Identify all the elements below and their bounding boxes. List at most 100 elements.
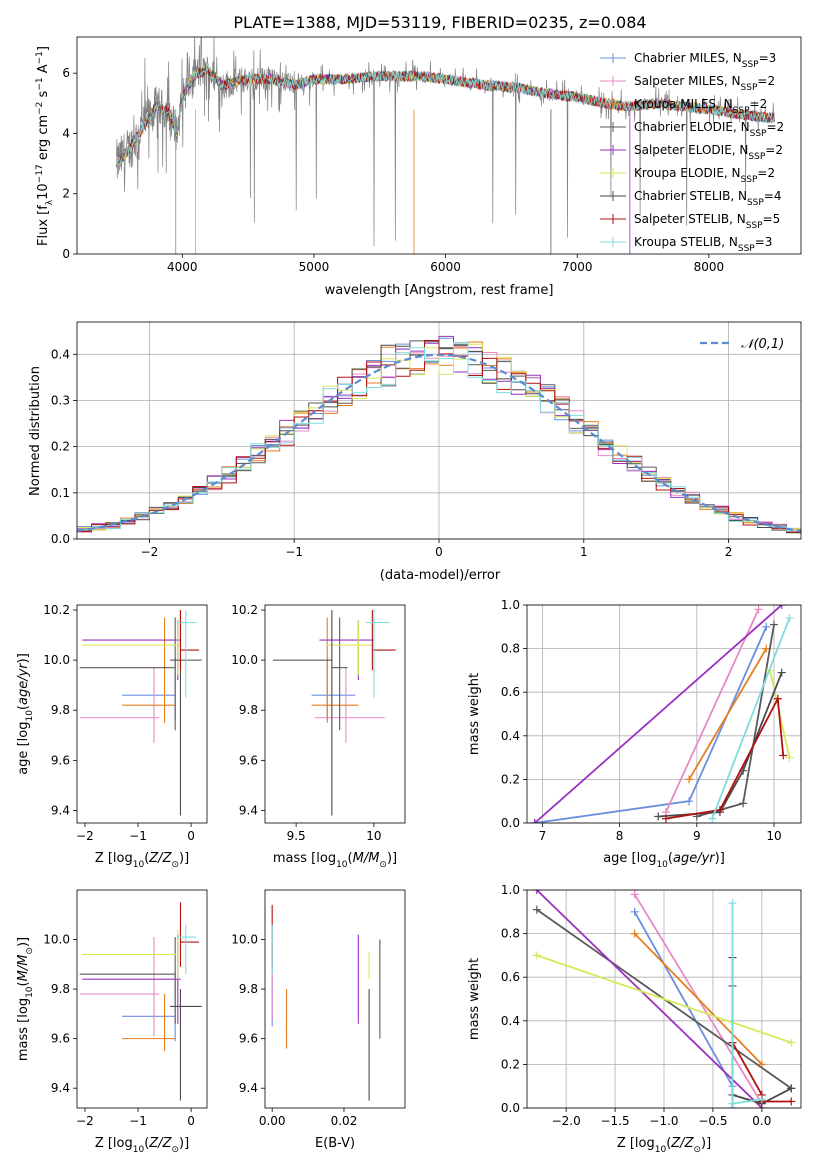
residuals-xlabel-part: (data-model)/error	[380, 568, 501, 583]
weight-vs-age-point-7	[654, 812, 663, 821]
age-vs-mass-xlabel-part: ⊙	[379, 860, 387, 870]
age-vs-mass-xlabel-part: 10	[336, 860, 348, 870]
legend-label-2: Salpeter MILES, NSSP=2	[634, 74, 775, 93]
weight-vs-age-xlabel-part: (	[668, 851, 673, 866]
weight-vs-Z-xtick-label: −2.0	[552, 1114, 581, 1128]
weight-vs-age-xlabel-part: 10	[656, 860, 668, 870]
weight-vs-age-xlabel-part: )]	[715, 851, 725, 866]
legend-label-3: Kroupa MILES, NSSP=2	[634, 97, 767, 116]
age-vs-mass-xtick-label: 10	[366, 829, 381, 843]
age-vs-mass-xlabel-part: M/M	[353, 851, 380, 866]
weight-vs-Z-point-2	[630, 890, 639, 899]
weight-vs-Z-series-6	[536, 954, 792, 1044]
legend-label-9-part: =3	[755, 235, 773, 249]
mass-vs-Z-xtick-label: 0	[187, 1114, 195, 1128]
spectrum-ytick-label: 4	[62, 126, 70, 140]
mass-vs-ebv-xlabel: E(B-V)	[315, 1136, 355, 1151]
mass-vs-ebv-plot-area	[271, 904, 381, 1101]
legend-label-8-part: Salpeter STELIB, N	[634, 212, 746, 226]
mass-vs-Z-xlabel-part: Z/Z	[148, 1136, 172, 1151]
spectrum-xtick-label: 4000	[167, 260, 198, 274]
residual-histogram-9	[77, 342, 801, 532]
legend-label-3-part: SSP	[733, 106, 750, 116]
mass-vs-Z-frame	[76, 889, 208, 1109]
age-vs-Z-xlabel-part: 10	[133, 860, 145, 870]
mass-vs-Z-axes: −2 −1 09.49.69.810.0Z [log10(Z/Z⊙)]mass [l…	[16, 889, 208, 1155]
mass-vs-Z-ytick-label: 9.8	[51, 982, 70, 996]
legend-label-9: Kroupa STELIB, NSSP=3	[634, 235, 772, 254]
age-vs-mass-xlabel: mass [log10(M/M⊙)]	[273, 851, 397, 870]
figure-title: PLATE=1388, MJD=53119, FIBERID=0235, z=0…	[233, 13, 646, 32]
mass-vs-ebv-ytick-label: 9.8	[239, 982, 258, 996]
legend-label-7-part: =4	[764, 189, 782, 203]
age-vs-Z-axes: −2 −1 09.49.69.810.010.2Z [log10(Z/Z⊙)]age…	[16, 603, 208, 870]
age-vs-mass-ytick-label: 10.0	[231, 653, 258, 667]
weight-vs-age-series-8	[665, 695, 785, 820]
spectrum-xtick-label: 8000	[694, 260, 725, 274]
weight-vs-age-ytick-label: 0.2	[501, 772, 520, 786]
weight-vs-Z-point-9	[728, 899, 737, 908]
legend-label-1: Chabrier MILES, NSSP=3	[634, 51, 776, 70]
spectrum-xtick-label: 7000	[562, 260, 593, 274]
legend-label-8: Salpeter STELIB, NSSP=5	[634, 212, 780, 231]
weight-vs-age-point-9	[708, 814, 717, 823]
residual-histogram-8	[77, 340, 801, 533]
weight-vs-age-point-8	[779, 751, 788, 760]
legend-label-8-part: SSP	[746, 221, 763, 231]
mass-vs-Z-xlabel-part: 10	[133, 1145, 145, 1155]
weight-vs-age-point-7	[777, 668, 786, 677]
weight-vs-Z-point-9	[757, 1095, 766, 1104]
weight-vs-Z-point-5	[532, 890, 541, 894]
spectrum-ylabel: Flux [fλ10−17 erg cm−2 s−1 A−1]	[35, 46, 55, 246]
mass-vs-ebv-xlabel-part: E(B-V)	[315, 1136, 355, 1151]
age-vs-mass-ytick-label: 9.4	[239, 803, 258, 817]
legend-label-4: Chabrier ELODIE, NSSP=2	[634, 120, 784, 139]
spectrum-frame	[76, 36, 802, 255]
spectrum-xlabel-part: wavelength [Angstrom, rest frame]	[325, 283, 554, 298]
mass-vs-Z-xtick-label: −2	[76, 1114, 94, 1128]
weight-vs-Z-xtick-label: −1.0	[649, 1114, 678, 1128]
weight-vs-age-xtick-label: 8	[616, 829, 624, 843]
model-line-9	[116, 64, 775, 165]
legend-label-1-part: =3	[759, 51, 777, 65]
mass-vs-Z-xtick-label: −1	[129, 1114, 147, 1128]
residuals-ytick-label: 0.4	[51, 347, 70, 361]
age-vs-mass-ytick-label: 10.2	[231, 603, 258, 617]
legend-label-9-part: Kroupa STELIB, N	[634, 235, 738, 249]
age-vs-Z-ytick-label: 9.8	[51, 703, 70, 717]
mass-vs-Z-ylabel: mass [log10(M/M⊙)]	[16, 937, 35, 1061]
legend-label-2-part: Salpeter MILES, N	[634, 74, 741, 88]
residuals-xtick-label: 0	[435, 545, 443, 559]
weight-vs-Z-point-9	[728, 1099, 737, 1108]
mass-vs-Z-ylabel-part: M/M	[16, 955, 31, 982]
weight-vs-age-xtick-label: 9	[693, 829, 701, 843]
weight-vs-Z-ylabel: mass weight	[467, 958, 482, 1040]
weight-vs-age-point-9	[785, 614, 794, 623]
age-vs-mass-ytick-label: 9.8	[239, 703, 258, 717]
weight-vs-age-ytick-label: 0.4	[501, 729, 520, 743]
mass-vs-Z-ylabel-part: )]	[16, 937, 31, 947]
age-vs-Z-xtick-label: −2	[76, 829, 94, 843]
spectrum-ylabel-part: −17	[35, 164, 45, 183]
weight-vs-age-point-2	[754, 605, 763, 614]
spectrum-ytick-label: 2	[62, 187, 70, 201]
age-vs-mass-xlabel-part: (	[348, 851, 353, 866]
age-vs-mass-plot-area	[272, 610, 396, 816]
weight-vs-Z-point-3	[630, 929, 639, 938]
spectrum-ytick-label: 6	[62, 66, 70, 80]
weight-vs-Z-series-3	[633, 932, 763, 1066]
legend-label-5: Salpeter ELODIE, NSSP=2	[634, 143, 783, 162]
weight-vs-age-ylabel-part: mass weight	[467, 673, 482, 755]
spectrum-ylabel-part: A	[36, 64, 51, 77]
age-vs-Z-xlabel: Z [log10(Z/Z⊙)]	[95, 851, 189, 870]
weight-vs-Z-xlabel-part: )]	[701, 1136, 711, 1151]
legend-normal-label: 𝒩(0,1)	[741, 337, 784, 352]
residuals-xtick-label: −2	[141, 545, 159, 559]
mass-vs-ebv-ytick-label: 10.0	[231, 933, 258, 947]
age-vs-mass-xtick-label: 9.5	[287, 829, 306, 843]
